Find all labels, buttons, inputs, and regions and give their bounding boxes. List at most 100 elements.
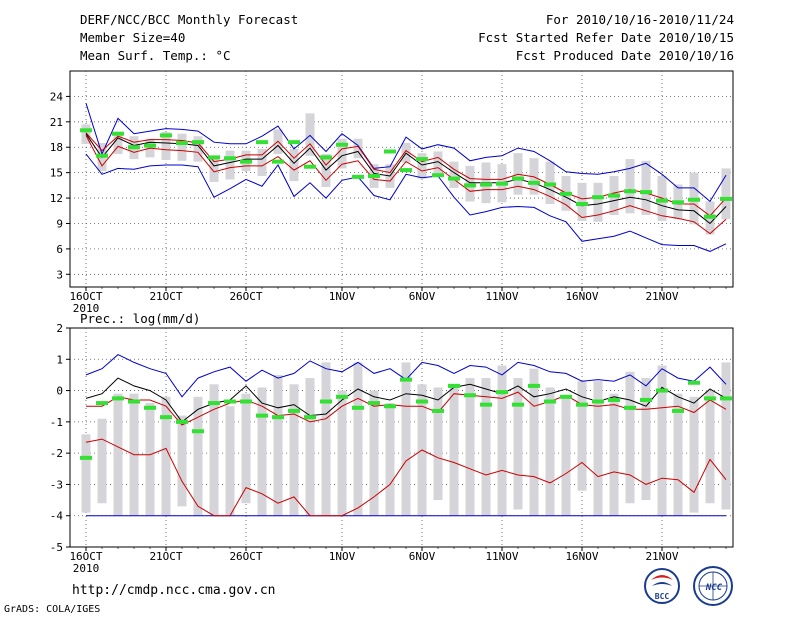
max-envelope-line: [85, 103, 727, 203]
y-tick-label: 0: [56, 385, 63, 398]
forecast-marker: [640, 190, 652, 195]
ensemble-box: [673, 393, 683, 516]
ensemble-box: [337, 390, 347, 516]
ensemble-box: [449, 161, 459, 188]
ensemble-box: [401, 362, 411, 516]
y-tick-label: 12: [50, 192, 63, 205]
ensemble-box: [353, 362, 363, 516]
x-tick-label: 26OCT: [229, 550, 262, 563]
ensemble-box: [257, 387, 267, 516]
ensemble-box: [433, 387, 443, 501]
x-tick-label: 21OCT: [149, 550, 182, 563]
forecast-marker: [672, 200, 684, 205]
forecast-marker: [320, 399, 332, 404]
forecast-marker: [496, 390, 508, 395]
forecast-marker: [352, 174, 364, 179]
ensemble-box: [577, 381, 587, 491]
forecast-marker: [336, 142, 348, 147]
forecast-marker: [288, 408, 300, 413]
ensemble-box: [529, 368, 539, 516]
ensemble-box: [289, 148, 299, 182]
forecast-marker: [208, 401, 220, 406]
x-tick-label: 21NOV: [645, 290, 678, 303]
forecast-marker: [192, 140, 204, 145]
y-tick-label: 6: [56, 243, 63, 256]
x-tick-label: 11NOV: [485, 290, 518, 303]
ensemble-box: [177, 133, 187, 161]
ensemble-box: [385, 403, 395, 516]
ensemble-box: [369, 390, 379, 516]
forecast-marker: [432, 173, 444, 178]
ensemble-box: [689, 396, 699, 513]
forecast-marker: [368, 174, 380, 179]
footer-url[interactable]: http://cmdp.ncc.cma.gov.cn: [72, 583, 276, 598]
x-tick-label: 21NOV: [645, 550, 678, 563]
ensemble-box: [193, 396, 203, 516]
chart-panel-1: 3 6 9 12 15 18 21 24 16OCT 21OCT 26OCT 1NOV 6NOV 11NO…: [50, 70, 734, 315]
x-tick-label: 1NOV: [329, 290, 356, 303]
forecast-marker: [544, 399, 556, 404]
forecast-marker: [448, 176, 460, 181]
ensemble-box: [417, 153, 427, 179]
y-tick-label: 24: [50, 90, 64, 103]
ensemble-box: [465, 378, 475, 516]
ensemble-mean-line: [85, 133, 727, 225]
forecast-marker: [704, 214, 716, 219]
forecast-marker: [576, 402, 588, 407]
ensemble-box: [337, 138, 347, 169]
plot-frame: [69, 70, 734, 288]
ensemble-box: [257, 148, 267, 177]
forecast-marker: [96, 153, 108, 158]
bcc-logo: BCC: [644, 568, 680, 604]
variable-label: Mean Surf. Temp.: °C: [80, 48, 231, 63]
ensemble-box: [641, 160, 651, 215]
ensemble-box: [625, 159, 635, 214]
ensemble-box: [593, 182, 603, 222]
lower-quartile-line: [85, 135, 727, 235]
member-size-label: Member Size=40: [80, 30, 186, 45]
forecast-marker: [240, 399, 252, 404]
x-tick-label: 16NOV: [565, 290, 598, 303]
forecast-marker: [416, 157, 428, 162]
forecast-marker: [272, 159, 284, 164]
y-tick-label: -5: [50, 541, 63, 554]
x-tick-label: 11NOV: [485, 550, 518, 563]
forecast-marker: [688, 197, 700, 202]
forecast-start-date: Fcst Started Refer Date 2010/10/15: [478, 30, 734, 45]
forecast-marker: [160, 415, 172, 420]
ensemble-box: [209, 155, 219, 182]
ensemble-box: [113, 131, 123, 155]
forecast-period: For 2010/10/16-2010/11/24: [545, 12, 734, 27]
ensemble-box: [225, 150, 235, 180]
ensemble-box: [225, 406, 235, 516]
ensemble-box: [177, 415, 187, 507]
forecast-marker: [416, 399, 428, 404]
plot-frame: [69, 327, 734, 548]
forecast-marker: [128, 399, 140, 404]
forecast-marker: [224, 399, 236, 404]
x-tick-label: 21OCT: [149, 290, 182, 303]
lower-quartile-line: [85, 438, 727, 517]
forecast-marker: [560, 394, 572, 399]
forecast-marker: [176, 141, 188, 145]
ensemble-box: [721, 362, 731, 510]
forecast-marker: [384, 404, 396, 409]
y-tick-label: 1: [56, 353, 63, 366]
forecast-marker: [480, 182, 492, 187]
y-tick-label: -1: [50, 416, 63, 429]
y-tick-label: -4: [50, 510, 64, 523]
ensemble-box: [513, 378, 523, 510]
ensemble-box: [449, 384, 459, 516]
forecast-marker: [256, 413, 268, 418]
x-year-label: 2010: [73, 562, 100, 575]
y-tick-label: 15: [50, 167, 63, 180]
forecast-marker: [96, 401, 108, 406]
forecast-marker: [528, 180, 540, 185]
forecast-marker: [560, 191, 572, 196]
forecast-marker: [704, 396, 716, 401]
x-tick-label: 6NOV: [409, 290, 436, 303]
forecast-marker: [656, 388, 668, 393]
x-tick-label: 1NOV: [329, 550, 356, 563]
ensemble-box: [241, 393, 251, 504]
forecast-marker: [672, 408, 684, 413]
